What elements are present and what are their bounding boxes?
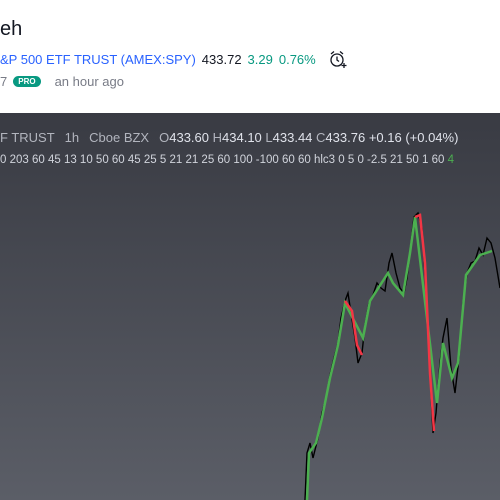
last-price: 433.72	[201, 52, 242, 67]
ohlc-key: H	[212, 130, 223, 145]
price-plot	[304, 211, 500, 500]
alert-icon[interactable]	[329, 50, 349, 68]
indicator-value: 4	[447, 154, 455, 166]
chart-area: F TRUST 1h Cboe BZX O433.60 H434.10 L433.44…	[0, 113, 500, 500]
author-count: 7	[0, 74, 8, 89]
chart-interval: 1h	[64, 130, 80, 145]
price-change-pct: 0.76%	[278, 52, 316, 67]
ohlc-value: 433.44	[272, 130, 313, 145]
ohlc-key: O	[159, 130, 170, 145]
trend-line-down	[414, 213, 436, 432]
trend-line-down	[343, 300, 364, 356]
ohlc-value: 433.60	[169, 130, 209, 145]
ohlc-key: C	[316, 130, 326, 145]
ohlc-key: L	[265, 130, 273, 145]
idea-header: eh &P 500 ETF TRUST (AMEX:SPY) 433.72 3.29…	[0, 0, 500, 113]
chart-source: Cboe BZX	[89, 130, 150, 145]
symbol-link[interactable]: &P 500 ETF TRUST (AMEX:SPY)	[0, 52, 196, 67]
symbol-row: &P 500 ETF TRUST (AMEX:SPY) 433.72 3.29 0.7…	[0, 50, 349, 68]
price-change: 3.29	[247, 52, 273, 67]
indicator-params: 0 203 60 45 13 10 50 60 45 25 5 21 21 25…	[0, 154, 445, 166]
ohlc-value: 433.76	[325, 130, 366, 145]
bar-change: +0.16 (+0.04%)	[368, 130, 459, 145]
indicator-settings: 0 203 60 45 13 10 50 60 45 25 5 21 21 25…	[0, 154, 454, 166]
chart-symbol: F TRUST	[0, 130, 55, 145]
trend-line-up	[305, 216, 493, 500]
publish-time: an hour ago	[54, 74, 124, 89]
idea-title: eh	[0, 18, 23, 40]
chart-legend: F TRUST 1h Cboe BZX O433.60 H434.10 L433.44…	[0, 130, 458, 145]
meta-row: 7 PRO an hour ago	[0, 74, 124, 89]
ohlc-value: 434.10	[222, 130, 262, 145]
pro-badge: PRO	[13, 76, 41, 87]
